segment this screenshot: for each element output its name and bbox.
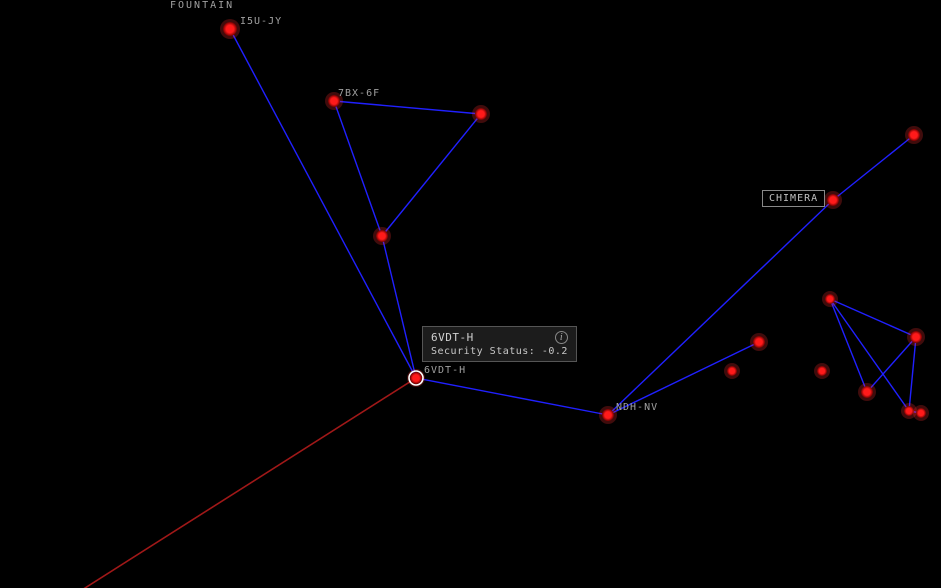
jump-edge <box>382 114 481 236</box>
system-node[interactable] <box>916 408 926 418</box>
system-node[interactable] <box>904 406 914 416</box>
system-node[interactable] <box>410 372 422 384</box>
jump-edge <box>909 337 916 411</box>
tooltip-security-label: Security Status: <box>431 346 535 357</box>
tooltip-security-value: -0.2 <box>542 346 568 357</box>
system-tooltip: 6VDT-H i Security Status: -0.2 <box>422 326 577 362</box>
system-node[interactable] <box>753 336 765 348</box>
jump-edge <box>382 236 416 378</box>
jump-edge <box>230 29 416 378</box>
jump-edge <box>334 101 382 236</box>
constellation-label[interactable]: CHIMERA <box>762 190 825 207</box>
jump-edge <box>608 200 833 415</box>
jump-edge <box>416 378 608 415</box>
info-icon[interactable]: i <box>555 331 568 344</box>
system-node[interactable] <box>908 129 920 141</box>
tooltip-system-name: 6VDT-H <box>431 331 474 344</box>
jump-edge <box>608 342 759 415</box>
system-node[interactable] <box>223 22 237 36</box>
system-node[interactable] <box>475 108 487 120</box>
jump-edge <box>867 337 916 392</box>
system-node[interactable] <box>861 386 873 398</box>
system-node[interactable] <box>727 366 737 376</box>
system-node[interactable] <box>910 331 922 343</box>
route-edge <box>0 378 416 588</box>
system-node[interactable] <box>328 95 340 107</box>
system-node[interactable] <box>817 366 827 376</box>
star-map[interactable] <box>0 0 941 588</box>
system-node[interactable] <box>602 409 614 421</box>
system-node[interactable] <box>376 230 388 242</box>
system-node[interactable] <box>827 194 839 206</box>
system-node[interactable] <box>825 294 835 304</box>
tooltip-security: Security Status: -0.2 <box>431 346 568 357</box>
jump-edge <box>833 135 914 200</box>
jump-edge <box>334 101 481 114</box>
